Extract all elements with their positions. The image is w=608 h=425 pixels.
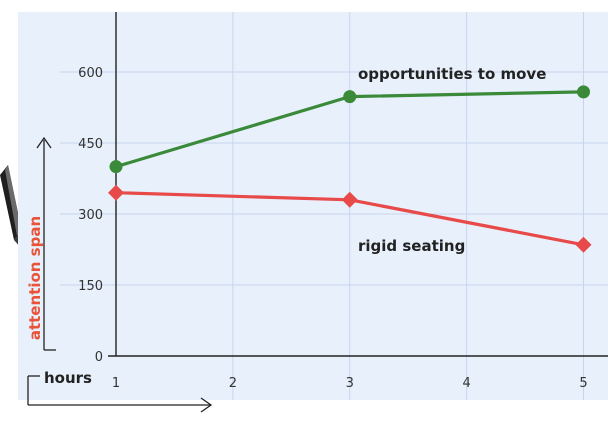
x-tick-label: 4 xyxy=(462,376,470,391)
y-axis-title-group: attention span xyxy=(26,136,56,351)
y-tick-label: 150 xyxy=(78,279,103,294)
tick-labels: 0 150 300 450 600 1 2 3 4 5 xyxy=(78,66,587,391)
data-point xyxy=(109,160,123,174)
x-tick-label: 5 xyxy=(579,376,587,391)
x-axis-arrowhead-icon xyxy=(200,397,213,413)
y-tick-label: 0 xyxy=(95,350,103,365)
series-label-opportunities: opportunities to move xyxy=(358,65,546,83)
grid xyxy=(60,12,608,400)
data-point xyxy=(108,184,124,201)
data-point xyxy=(343,90,357,104)
series-label-rigid-seating: rigid seating xyxy=(358,237,465,255)
y-axis-arrowhead-icon xyxy=(36,136,52,149)
y-tick-label: 600 xyxy=(78,66,103,81)
axes xyxy=(108,12,608,357)
x-axis-title: hours xyxy=(44,369,92,387)
x-tick-label: 2 xyxy=(229,376,237,391)
data-point xyxy=(575,236,592,253)
series xyxy=(108,85,592,253)
y-tick-label: 300 xyxy=(78,208,103,223)
y-axis-title: attention span xyxy=(26,216,44,340)
x-tick-label: 3 xyxy=(346,376,354,391)
x-tick-label: 1 xyxy=(112,376,120,391)
x-axis-title-group: hours xyxy=(27,369,213,413)
data-point xyxy=(341,191,358,208)
y-tick-label: 450 xyxy=(78,137,103,152)
data-point xyxy=(577,85,590,99)
